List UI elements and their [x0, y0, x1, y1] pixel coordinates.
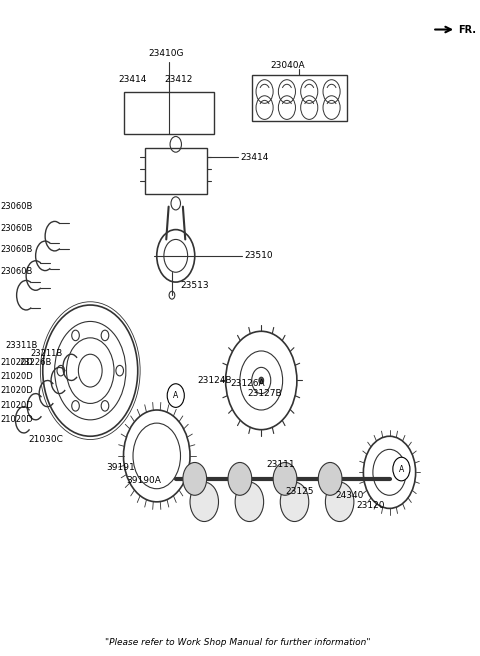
Text: 24340: 24340 [335, 491, 363, 500]
Text: 23060B: 23060B [0, 245, 32, 255]
Text: 23060B: 23060B [0, 267, 32, 276]
Text: 39190A: 39190A [126, 476, 161, 485]
Text: 21020D: 21020D [0, 415, 33, 424]
Circle shape [393, 457, 410, 481]
Circle shape [318, 462, 342, 495]
Text: 23412: 23412 [164, 75, 192, 84]
Text: 23410G: 23410G [148, 49, 184, 58]
Text: 23510: 23510 [245, 251, 273, 260]
Text: 23120: 23120 [356, 501, 385, 510]
Text: 21020D: 21020D [0, 401, 33, 410]
Ellipse shape [280, 482, 309, 522]
Text: 39191: 39191 [107, 462, 135, 472]
Text: 23513: 23513 [180, 281, 209, 290]
Text: 23414: 23414 [119, 75, 147, 84]
Text: 23211B: 23211B [30, 349, 62, 358]
Text: A: A [173, 391, 179, 400]
Circle shape [183, 462, 206, 495]
Text: "Please refer to Work Shop Manual for further information": "Please refer to Work Shop Manual for fu… [105, 638, 370, 647]
Text: A: A [399, 464, 404, 474]
Circle shape [228, 462, 252, 495]
Ellipse shape [325, 482, 354, 522]
Text: 21020D: 21020D [0, 386, 33, 396]
Ellipse shape [235, 482, 264, 522]
Bar [123, 92, 214, 134]
Text: FR.: FR. [458, 24, 476, 35]
Circle shape [167, 384, 184, 407]
Text: 21020D: 21020D [0, 372, 33, 381]
Text: 23311B: 23311B [6, 341, 38, 350]
Text: 23126A: 23126A [230, 379, 265, 388]
Text: 23124B: 23124B [197, 376, 232, 385]
Bar [145, 148, 206, 194]
Text: 23414: 23414 [240, 153, 268, 162]
Text: 21020D: 21020D [0, 358, 33, 367]
Text: 23060B: 23060B [0, 202, 32, 211]
Text: 23111: 23111 [266, 460, 295, 469]
Text: 21030C: 21030C [28, 435, 63, 444]
Circle shape [273, 462, 297, 495]
Text: 23040A: 23040A [271, 61, 305, 70]
Text: 23060B: 23060B [0, 224, 32, 233]
Circle shape [259, 377, 264, 384]
Text: 23127B: 23127B [247, 389, 282, 398]
Bar [252, 75, 347, 121]
Text: 23226B: 23226B [19, 358, 51, 367]
Ellipse shape [190, 482, 218, 522]
Text: 23125: 23125 [285, 487, 313, 497]
